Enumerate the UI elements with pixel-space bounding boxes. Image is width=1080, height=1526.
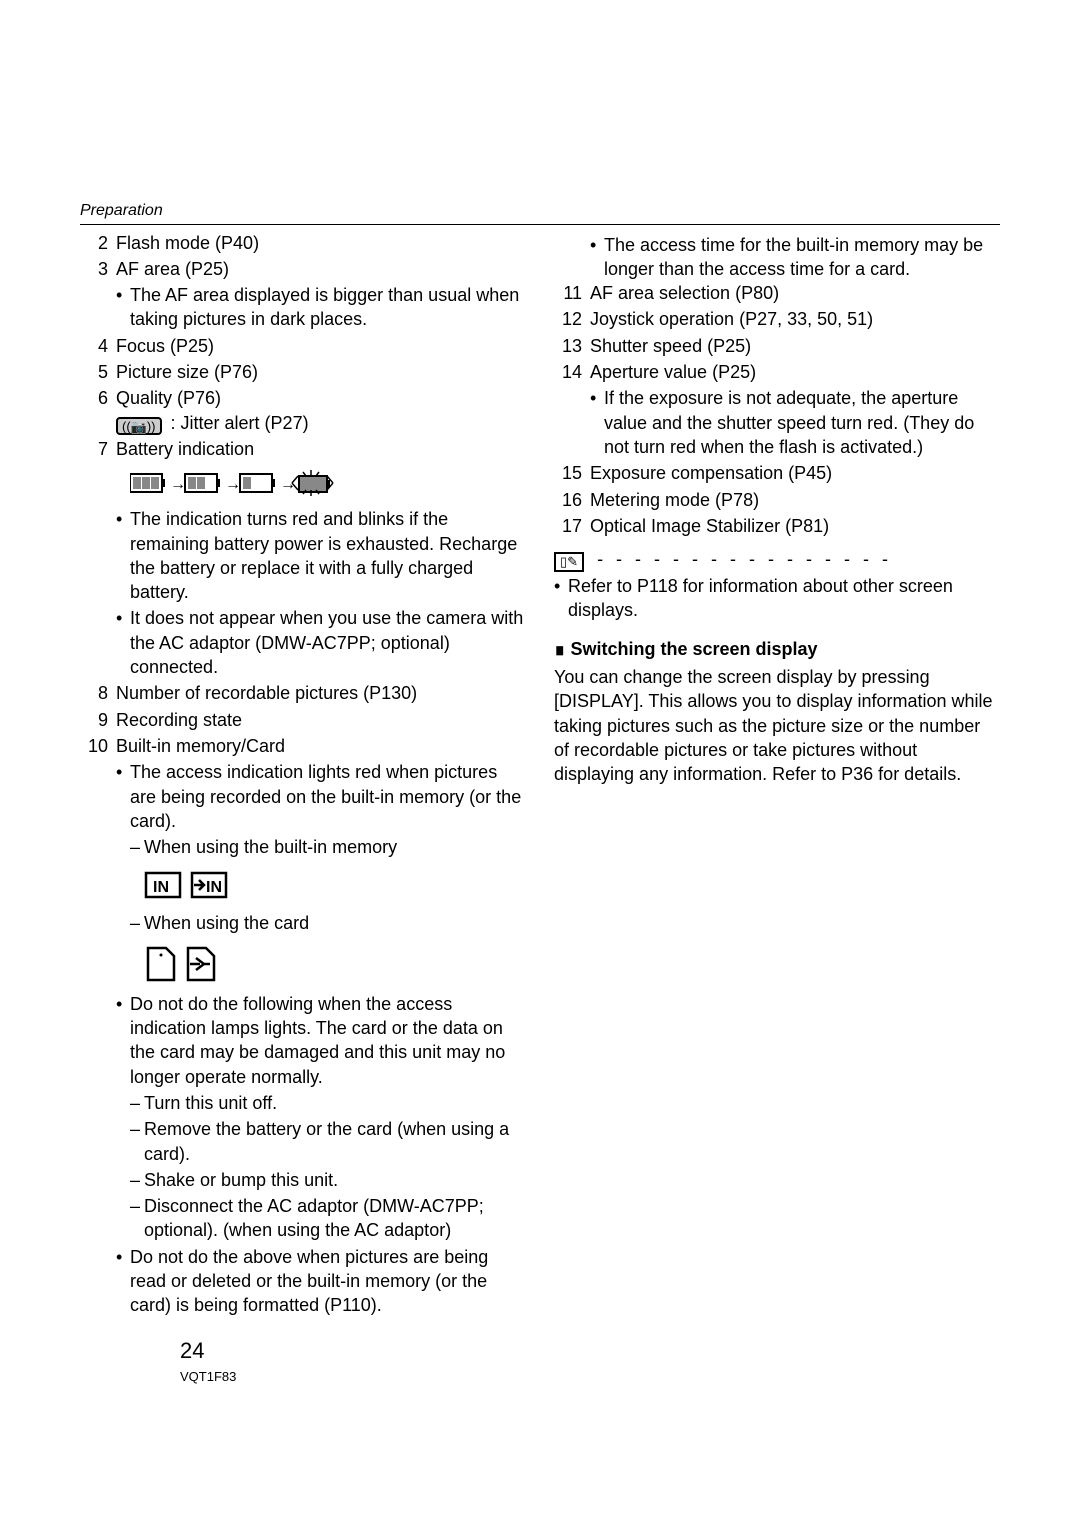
item-7-bullet-2: • It does not appear when you use the ca… (116, 606, 526, 679)
jitter-text: : Jitter alert (P27) (171, 413, 309, 433)
two-column-layout: 2 Flash mode (P40) 3 AF area (P25) • The… (80, 231, 1000, 1320)
item-13: 13Shutter speed (P25) (554, 334, 1000, 358)
item-10-dash-card: – When using the card (130, 911, 526, 935)
svg-text:IN: IN (153, 879, 169, 896)
item-6: 6 Quality (P76) ((📷)) : Jitter alert (P2… (80, 386, 526, 435)
item-15: 15Exposure compensation (P45) (554, 461, 1000, 485)
item-10-bullet-3: • Do not do the above when pictures are … (116, 1245, 526, 1318)
card-icon (144, 944, 526, 984)
item-10: 10 Built-in memory/Card • The access ind… (80, 734, 526, 1318)
item-11: 11AF area selection (P80) (554, 281, 1000, 305)
item-17: 17Optical Image Stabilizer (P81) (554, 514, 1000, 538)
left-column: 2 Flash mode (P40) 3 AF area (P25) • The… (80, 231, 526, 1320)
note-icon: ▯✎ (554, 552, 584, 572)
item-4: 4 Focus (P25) (80, 334, 526, 358)
dash-remove: –Remove the battery or the card (when us… (130, 1117, 526, 1166)
dash-shake: –Shake or bump this unit. (130, 1168, 526, 1192)
item-7-title: Battery indication (116, 439, 254, 459)
item-8: 8 Number of recordable pictures (P130) (80, 681, 526, 705)
item-12: 12Joystick operation (P27, 33, 50, 51) (554, 307, 1000, 331)
switching-heading: ∎ Switching the screen display (554, 637, 1000, 661)
item-14: 14 Aperture value (P25) • If the exposur… (554, 360, 1000, 459)
doc-code: VQT1F83 (180, 1368, 236, 1386)
jitter-alert-icon: ((📷)) (116, 417, 162, 435)
item-10-dash-builtin: – When using the built-in memory (130, 835, 526, 859)
item-10-bullet-1: • The access indication lights red when … (116, 760, 526, 833)
switching-body: You can change the screen display by pre… (554, 665, 1000, 786)
dashed-line: - - - - - - - - - - - - - - - - (597, 547, 892, 571)
item-3-title: AF area (P25) (116, 259, 229, 279)
note-bullet: • Refer to P118 for information about ot… (554, 574, 1000, 623)
svg-text:IN: IN (206, 879, 222, 896)
item-2: 2 Flash mode (P40) (80, 231, 526, 255)
item-9: 9 Recording state (80, 708, 526, 732)
item-14-title: Aperture value (P25) (590, 362, 756, 382)
item-5: 5 Picture size (P76) (80, 360, 526, 384)
svg-text:→: → (170, 476, 186, 493)
right-lead-bullet: • The access time for the built-in memor… (590, 233, 1000, 282)
item-10-bullet-2: • Do not do the following when the acces… (116, 992, 526, 1089)
section-header: Preparation (80, 200, 1000, 225)
item-16: 16Metering mode (P78) (554, 488, 1000, 512)
item-3-bullet: • The AF area displayed is bigger than u… (116, 283, 526, 332)
svg-text:→: → (225, 476, 241, 493)
item-14-bullet: • If the exposure is not adequate, the a… (590, 386, 1000, 459)
battery-indicator-icon: → → (130, 469, 526, 499)
item-7-bullet-1: • The indication turns red and blinks if… (116, 507, 526, 604)
dash-disconnect: –Disconnect the AC adaptor (DMW-AC7PP; o… (130, 1194, 526, 1243)
item-7: 7 Battery indication (80, 437, 526, 679)
item-10-title: Built-in memory/Card (116, 736, 285, 756)
right-column: • The access time for the built-in memor… (554, 231, 1000, 1320)
item-6-title: Quality (P76) (116, 388, 221, 408)
page-number: 24 (180, 1336, 204, 1366)
item-3: 3 AF area (P25) • The AF area displayed … (80, 257, 526, 332)
builtin-memory-icon: IN IN (144, 867, 526, 903)
note-divider: ▯✎ - - - - - - - - - - - - - - - - (554, 546, 1000, 572)
manual-page: Preparation 2 Flash mode (P40) 3 AF area… (0, 0, 1080, 1526)
dash-turnoff: –Turn this unit off. (130, 1091, 526, 1115)
